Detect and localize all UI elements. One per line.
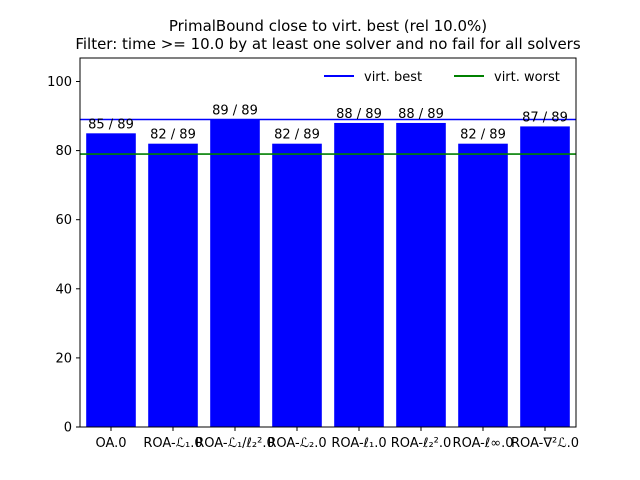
y-tick-label-3: 60: [55, 213, 72, 228]
legend-label-1: virt. worst: [494, 70, 560, 85]
bar-1: [148, 143, 198, 427]
bar-4: [334, 122, 384, 428]
legend: virt. best virt. worst: [324, 70, 560, 85]
y-tick-label-4: 80: [55, 144, 72, 159]
x-tick-label-4: ROA-ℓ₁.0: [331, 436, 386, 451]
x-tick-label-5: ROA-ℓ₂².0: [391, 436, 452, 451]
plot-frame: [79, 57, 577, 428]
bar-label-6: 82 / 89: [460, 128, 506, 143]
chart-title: PrimalBound close to virt. best (rel 10.…: [169, 17, 487, 35]
bar-label-3: 82 / 89: [274, 128, 320, 143]
chart-subtitle: Filter: time >= 10.0 by at least one sol…: [75, 35, 581, 53]
bar-label-7: 87 / 89: [522, 110, 568, 125]
plot-area: 85 / 89 82 / 89 89 / 89 82 / 89 88 / 89 88 / …: [47, 57, 579, 451]
y-tick-label-1: 20: [55, 351, 72, 366]
bar-3: [272, 143, 322, 427]
y-tick-label-5: 100: [47, 75, 72, 90]
bar-2: [210, 119, 260, 427]
y-tick-label-2: 40: [55, 282, 72, 297]
x-tick-label-6: ROA-ℓ∞.0: [453, 436, 514, 451]
x-tick-label-0: OA.0: [95, 436, 126, 451]
legend-label-0: virt. best: [364, 70, 422, 85]
bar-5: [396, 122, 446, 428]
bar-7: [520, 126, 570, 428]
bar-0: [86, 133, 136, 427]
bar-6: [458, 143, 508, 427]
x-tick-label-1: ROA-ℒ₁.0: [143, 436, 202, 451]
y-tick-label-0: 0: [64, 421, 72, 436]
x-tick-label-7: ROA-∇²ℒ.0: [511, 436, 579, 451]
x-tick-label-3: ROA-ℒ₂.0: [267, 436, 326, 451]
bar-label-4: 88 / 89: [336, 107, 382, 122]
bar-label-5: 88 / 89: [398, 107, 444, 122]
bar-label-2: 89 / 89: [212, 104, 258, 119]
x-tick-label-2: ROA-ℒ₁/ℓ₂².0: [195, 436, 275, 451]
bar-label-1: 82 / 89: [150, 128, 196, 143]
bar-label-0: 85 / 89: [88, 117, 134, 132]
